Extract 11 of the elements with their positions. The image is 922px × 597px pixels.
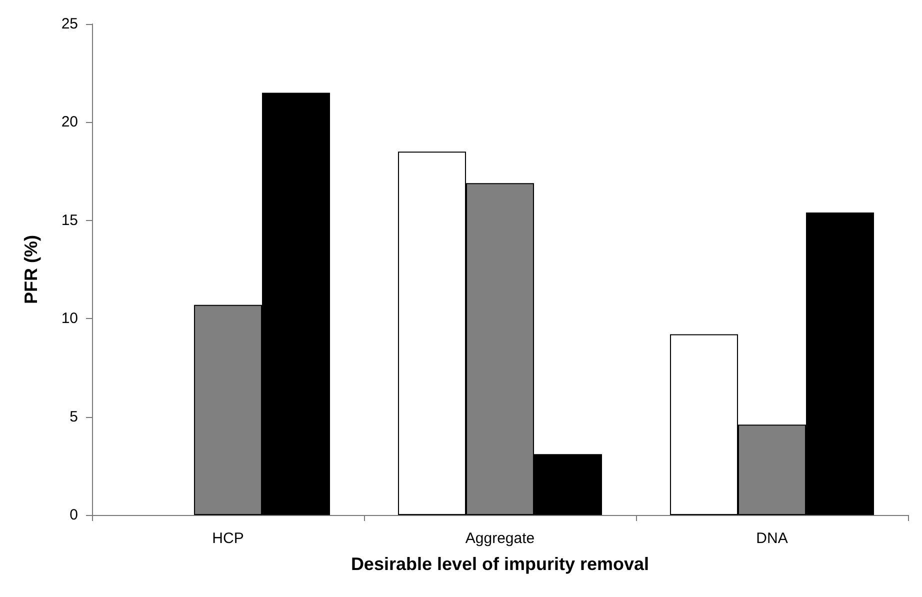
x-tick-label: Aggregate <box>465 530 535 547</box>
x-axis-title: Desirable level of impurity removal <box>350 554 650 574</box>
y-tick-label: 25 <box>61 16 78 32</box>
y-axis-title: PFR (%) <box>21 235 41 304</box>
y-tick-label: 20 <box>61 114 78 131</box>
y-tick-label: 5 <box>70 408 78 426</box>
y-tick-label: 15 <box>61 212 78 229</box>
y-tick-label: 10 <box>61 310 78 328</box>
y-tick-label: 0 <box>70 506 78 524</box>
x-tick-label: HCP <box>212 530 244 547</box>
x-tick-label: DNA <box>756 530 788 547</box>
